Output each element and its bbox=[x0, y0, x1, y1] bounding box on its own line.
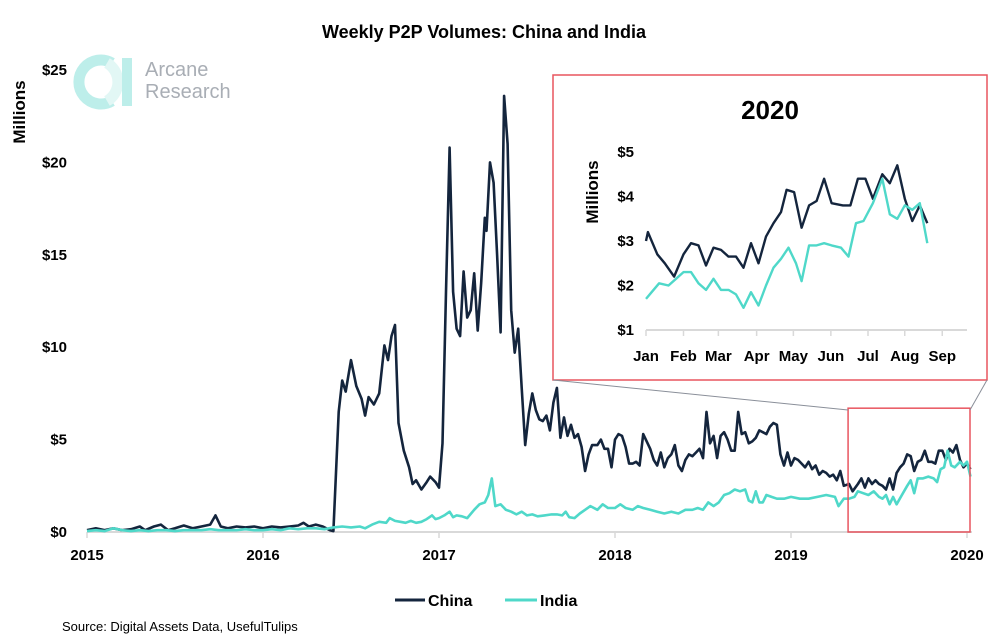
y-tick-label: $4 bbox=[617, 189, 634, 206]
x-tick-label: 2017 bbox=[422, 547, 455, 564]
logo-line1: Arcane bbox=[145, 59, 208, 81]
y-tick-label: $2 bbox=[617, 278, 634, 295]
y-tick-label: $3 bbox=[617, 233, 634, 250]
x-tick-label: 2016 bbox=[246, 547, 279, 564]
x-tick-label: Jan bbox=[633, 348, 659, 365]
legend-china-label: China bbox=[428, 593, 473, 610]
logo-icon bbox=[73, 54, 132, 110]
x-tick-label: Sep bbox=[928, 348, 956, 365]
y-axis-ticks: $0 $5 $10 $15 $20 $25 bbox=[42, 62, 67, 541]
x-tick-label: Jun bbox=[818, 348, 845, 365]
y-axis-label: Millions bbox=[10, 80, 29, 143]
y-tick-label: $1 bbox=[617, 322, 634, 339]
inset-plot-lines bbox=[644, 164, 929, 309]
inset-y-axis-label: Millions bbox=[583, 160, 602, 223]
y-tick-label: $5 bbox=[617, 144, 634, 161]
x-tick-label: 2018 bbox=[598, 547, 631, 564]
y-tick-label: $25 bbox=[42, 62, 67, 79]
series-line-india bbox=[86, 449, 972, 533]
chart-title: Weekly P2P Volumes: China and India bbox=[322, 22, 647, 42]
logo-line2: Research bbox=[145, 81, 231, 103]
connector-line-left bbox=[552, 379, 849, 411]
legend: China India bbox=[395, 593, 577, 610]
inset-chart: 2020 Millions $1 $2 $3 $4 $5 Jan Feb Mar Apr May… bbox=[552, 74, 988, 381]
x-axis: 2015 2016 2017 2018 2019 2020 bbox=[70, 531, 984, 564]
connector-line-right bbox=[969, 379, 988, 411]
x-tick-label: Mar bbox=[705, 348, 732, 365]
highlight-region bbox=[847, 407, 971, 533]
series-line-india bbox=[645, 177, 929, 309]
y-tick-label: $5 bbox=[50, 432, 67, 449]
series-line-china bbox=[644, 164, 929, 278]
x-tick-label: Jul bbox=[857, 348, 879, 365]
source-note: Source: Digital Assets Data, UsefulTulip… bbox=[62, 619, 298, 634]
x-tick-label: Apr bbox=[744, 348, 770, 365]
highlight-box bbox=[847, 407, 971, 533]
y-tick-label: $15 bbox=[42, 247, 67, 264]
inset-x-axis: Jan Feb Mar Apr May Jun Jul Aug Sep bbox=[633, 329, 967, 365]
x-tick-label: 2015 bbox=[70, 547, 103, 564]
legend-india-label: India bbox=[540, 593, 577, 610]
x-tick-label: May bbox=[779, 348, 809, 365]
y-tick-label: $0 bbox=[50, 524, 67, 541]
x-tick-label: Aug bbox=[890, 348, 919, 365]
y-tick-label: $10 bbox=[42, 339, 67, 356]
x-tick-label: 2020 bbox=[950, 547, 983, 564]
inset-title: 2020 bbox=[741, 95, 799, 125]
inset-y-axis-ticks: $1 $2 $3 $4 $5 bbox=[617, 144, 634, 339]
x-tick-label: 2019 bbox=[774, 547, 807, 564]
arcane-research-logo: Arcane Research bbox=[73, 54, 231, 110]
y-tick-label: $20 bbox=[42, 154, 67, 171]
x-tick-label: Feb bbox=[670, 348, 697, 365]
